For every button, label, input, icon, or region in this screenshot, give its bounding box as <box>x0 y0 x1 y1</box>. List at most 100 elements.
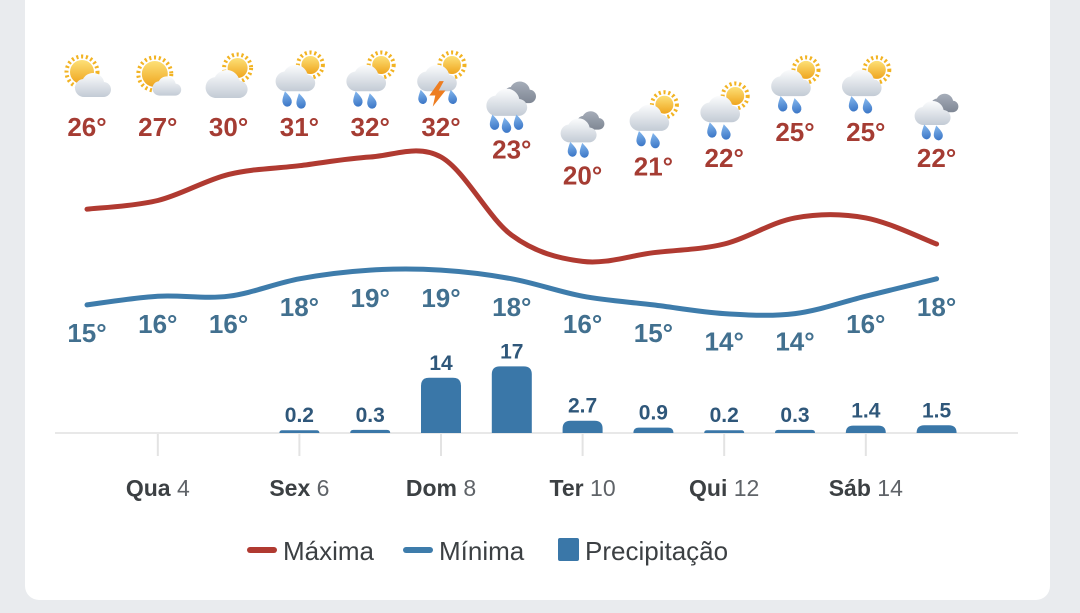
weather-forecast-card: Qua 4 Sex 6 Dom 8 Ter 10 Qui 12 Sáb 14 0.2 0.3 1… <box>25 0 1050 600</box>
weather-icon-sun-small-cloud[interactable] <box>136 55 182 96</box>
min-temp-label: 18° <box>492 292 531 322</box>
sun-disc-icon <box>726 87 745 105</box>
weather-icon-storm-sun[interactable] <box>416 50 467 107</box>
raindrop-icon <box>933 125 943 141</box>
cloud-icon <box>914 101 951 125</box>
max-temp-label: 22° <box>705 143 744 173</box>
max-temp-line <box>84 148 940 265</box>
precipitation-value-label: 0.2 <box>710 404 739 427</box>
raindrop-icon <box>848 96 859 112</box>
max-temp-label: 30° <box>209 112 248 142</box>
precipitation-value-label: 14 <box>429 352 453 375</box>
sun-disc-icon <box>655 95 674 114</box>
max-temp-label: 31° <box>280 112 319 142</box>
cloud-icon <box>152 76 182 96</box>
raindrop-icon <box>650 132 660 149</box>
legend-line-swatch <box>403 547 433 553</box>
raindrop-icon <box>636 130 646 147</box>
raindrop-icon <box>862 98 873 114</box>
raindrop-icon <box>367 93 377 109</box>
x-axis-label-date: 8 <box>457 475 476 501</box>
legend-item-mínima: Mínima <box>403 536 525 566</box>
x-axis-label-day: Sáb <box>829 475 871 501</box>
max-temp-label: 26° <box>67 112 106 142</box>
cloud-icon <box>560 118 597 143</box>
min-temp-label: 14° <box>705 327 744 357</box>
precipitation-bar <box>350 429 391 433</box>
weather-icon-rain[interactable] <box>914 93 959 141</box>
max-temp-label: 32° <box>421 112 460 142</box>
raindrop-icon <box>282 91 292 107</box>
weather-icon-heavy-rain[interactable] <box>486 81 536 134</box>
cloud-icon <box>842 69 882 97</box>
raindrop-icon <box>721 124 731 140</box>
cloud-icon <box>275 64 316 92</box>
x-axis-label-day: Qui <box>689 475 727 501</box>
raindrop-icon <box>296 93 306 109</box>
raindrop-icon <box>567 141 577 157</box>
x-axis-label: Qui 12 <box>689 475 759 501</box>
min-temp-label: 16° <box>138 309 177 339</box>
legend-square-swatch <box>558 538 579 561</box>
precipitation-value-label: 2.7 <box>568 395 597 418</box>
cloud-icon <box>771 69 811 97</box>
raindrop-icon <box>707 122 717 138</box>
weather-icon-rain[interactable] <box>560 111 605 158</box>
precipitation-value-label: 0.3 <box>356 404 385 427</box>
x-axis-label-date: 10 <box>584 475 616 501</box>
legend: Máxima Mínima Precipitação <box>247 536 728 566</box>
weather-icon-rain-sun[interactable] <box>629 90 679 149</box>
sun-disc-icon <box>443 56 461 74</box>
raindrop-icon <box>353 91 363 107</box>
max-temp-label: 27° <box>138 112 177 142</box>
max-temp-label: 25° <box>775 117 814 147</box>
min-temp-label: 14° <box>775 327 814 357</box>
legend-label: Mínima <box>439 536 525 566</box>
x-axis-label: Ter 10 <box>550 475 616 501</box>
max-temp-label: 21° <box>634 152 673 182</box>
min-temp-label: 18° <box>280 292 319 322</box>
cloud-icon <box>486 88 528 116</box>
weather-icon-sun-cloud[interactable] <box>64 54 112 98</box>
x-axis-label-day: Ter <box>550 475 584 501</box>
raindrop-icon <box>418 89 428 105</box>
cloud-icon <box>75 73 111 97</box>
x-axis-label-day: Dom <box>406 475 457 501</box>
sun-disc-icon <box>797 60 815 79</box>
chart-root: Qua 4 Sex 6 Dom 8 Ter 10 Qui 12 Sáb 14 0.2 0.3 1… <box>55 50 1018 566</box>
precipitation-bar <box>491 366 532 433</box>
raindrop-icon <box>792 98 802 114</box>
raindrop-icon <box>921 124 931 140</box>
precipitation-bar <box>633 427 674 433</box>
cloud-icon <box>700 95 740 123</box>
sun-disc-icon <box>867 60 886 79</box>
weather-icon-rain-sun[interactable] <box>771 55 821 114</box>
precipitation-bar <box>704 430 745 433</box>
precipitation-value-label: 0.3 <box>780 404 809 427</box>
raindrop-icon <box>489 114 500 130</box>
min-temp-label: 19° <box>351 283 390 313</box>
raindrop-icon <box>579 142 589 158</box>
x-axis-label: Qua 4 <box>126 475 190 501</box>
weather-icon-rain-sun[interactable] <box>700 81 750 141</box>
precipitation-bar <box>279 430 320 433</box>
legend-line-swatch <box>247 547 277 553</box>
legend-item-máxima: Máxima <box>247 536 375 566</box>
min-temp-label: 15° <box>634 318 673 348</box>
weather-icon-cloud-sun[interactable] <box>205 52 254 99</box>
x-axis-label-day: Sex <box>269 475 310 501</box>
sun-disc-icon <box>301 56 320 74</box>
min-temp-label: 16° <box>563 309 602 339</box>
weather-icon-rain-sun[interactable] <box>346 50 396 110</box>
max-temp-label: 20° <box>563 160 602 190</box>
sun-disc-icon <box>372 56 391 74</box>
precipitation-value-label: 0.2 <box>285 404 314 427</box>
raindrop-icon <box>778 96 788 112</box>
lightning-bolt-icon <box>429 81 446 107</box>
max-temp-label: 23° <box>492 134 531 164</box>
weather-icon-rain-sun[interactable] <box>842 55 892 114</box>
min-temp-label: 16° <box>846 309 885 339</box>
weather-icon-rain-sun[interactable] <box>275 50 325 110</box>
x-axis-label-day: Qua <box>126 475 171 501</box>
